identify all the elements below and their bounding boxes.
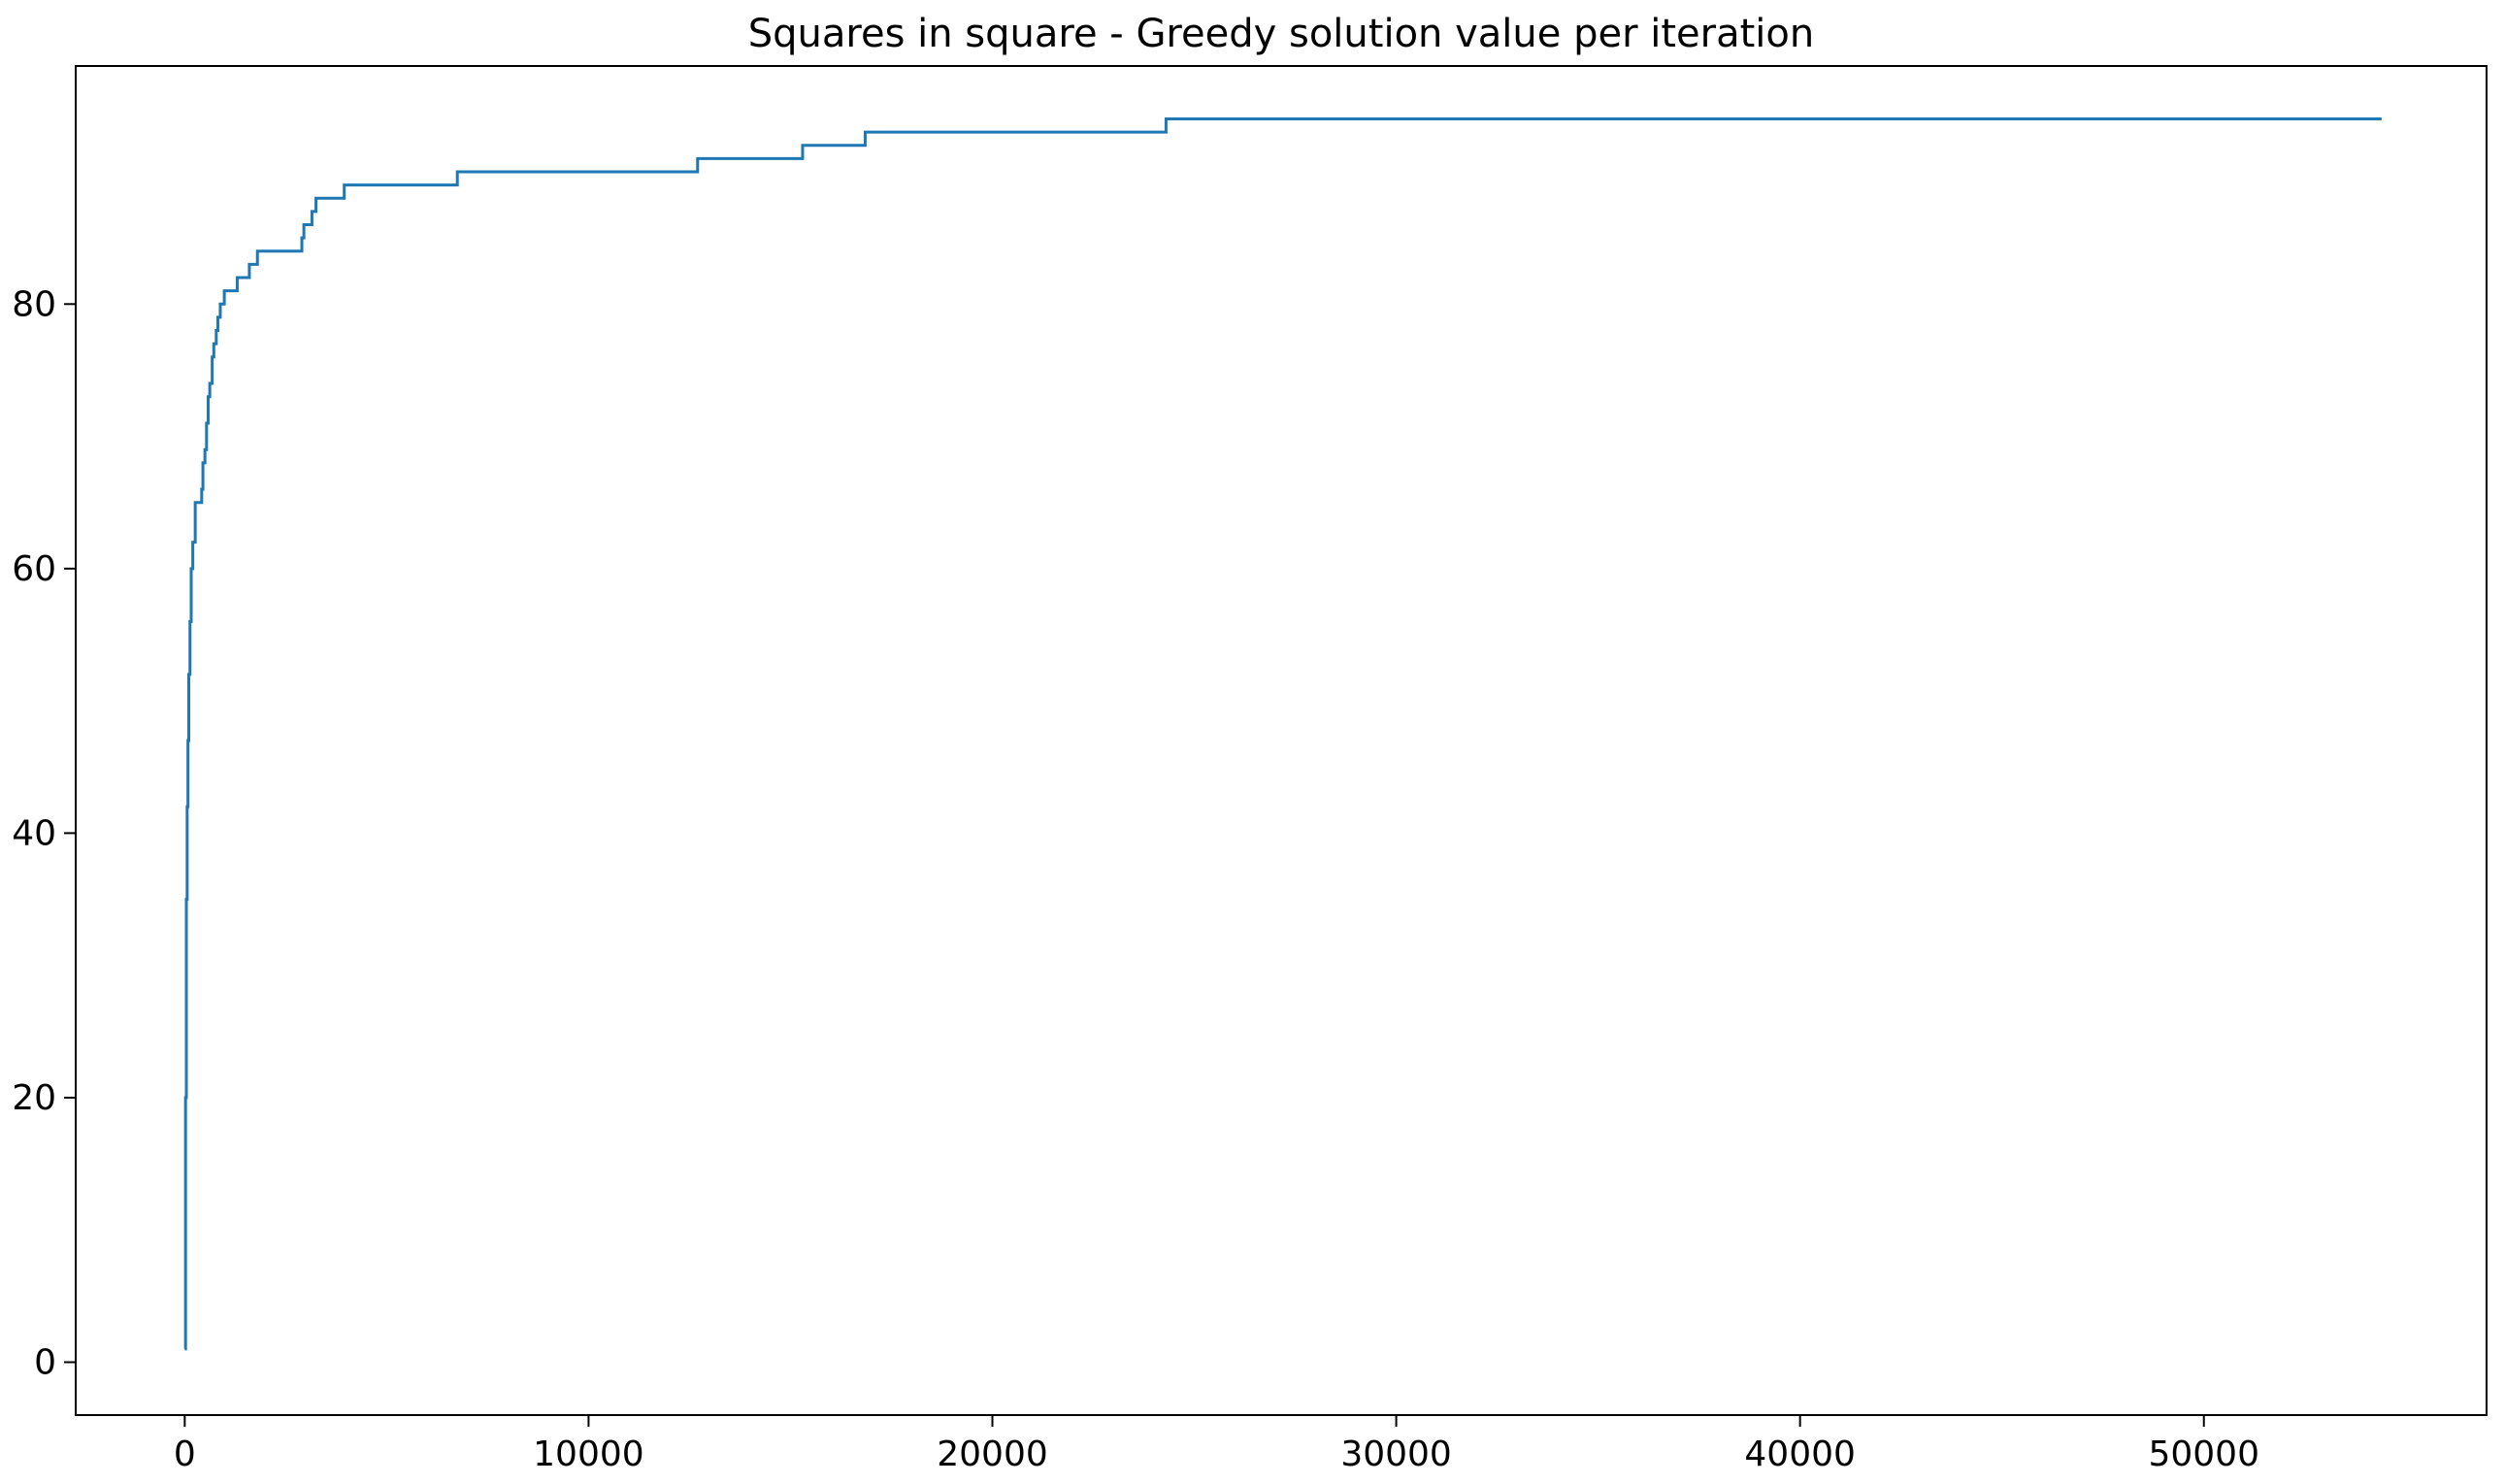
x-tick-label: 30000	[1340, 1435, 1452, 1474]
y-tick-label: 60	[12, 549, 56, 589]
series-line-0	[183, 117, 2382, 1351]
x-tick-label: 20000	[937, 1435, 1048, 1474]
plot-frame	[75, 65, 2488, 1416]
y-tick-label: 40	[12, 813, 56, 853]
y-tick-label: 80	[12, 284, 56, 324]
x-tick-label: 0	[174, 1435, 196, 1474]
x-axis: 0 10000 20000 30000 40000 50000	[174, 1415, 2259, 1474]
x-tick-label: 50000	[2148, 1435, 2259, 1474]
x-tick-label: 40000	[1744, 1435, 1856, 1474]
y-axis: 0 20 40 60 80	[12, 284, 76, 1382]
y-tick-label: 20	[12, 1078, 56, 1118]
chart-title: Squares in square - Greedy solution valu…	[748, 12, 1814, 56]
x-tick-label: 10000	[533, 1435, 644, 1474]
y-tick-label: 0	[34, 1342, 56, 1382]
plot-area	[75, 65, 2488, 1416]
